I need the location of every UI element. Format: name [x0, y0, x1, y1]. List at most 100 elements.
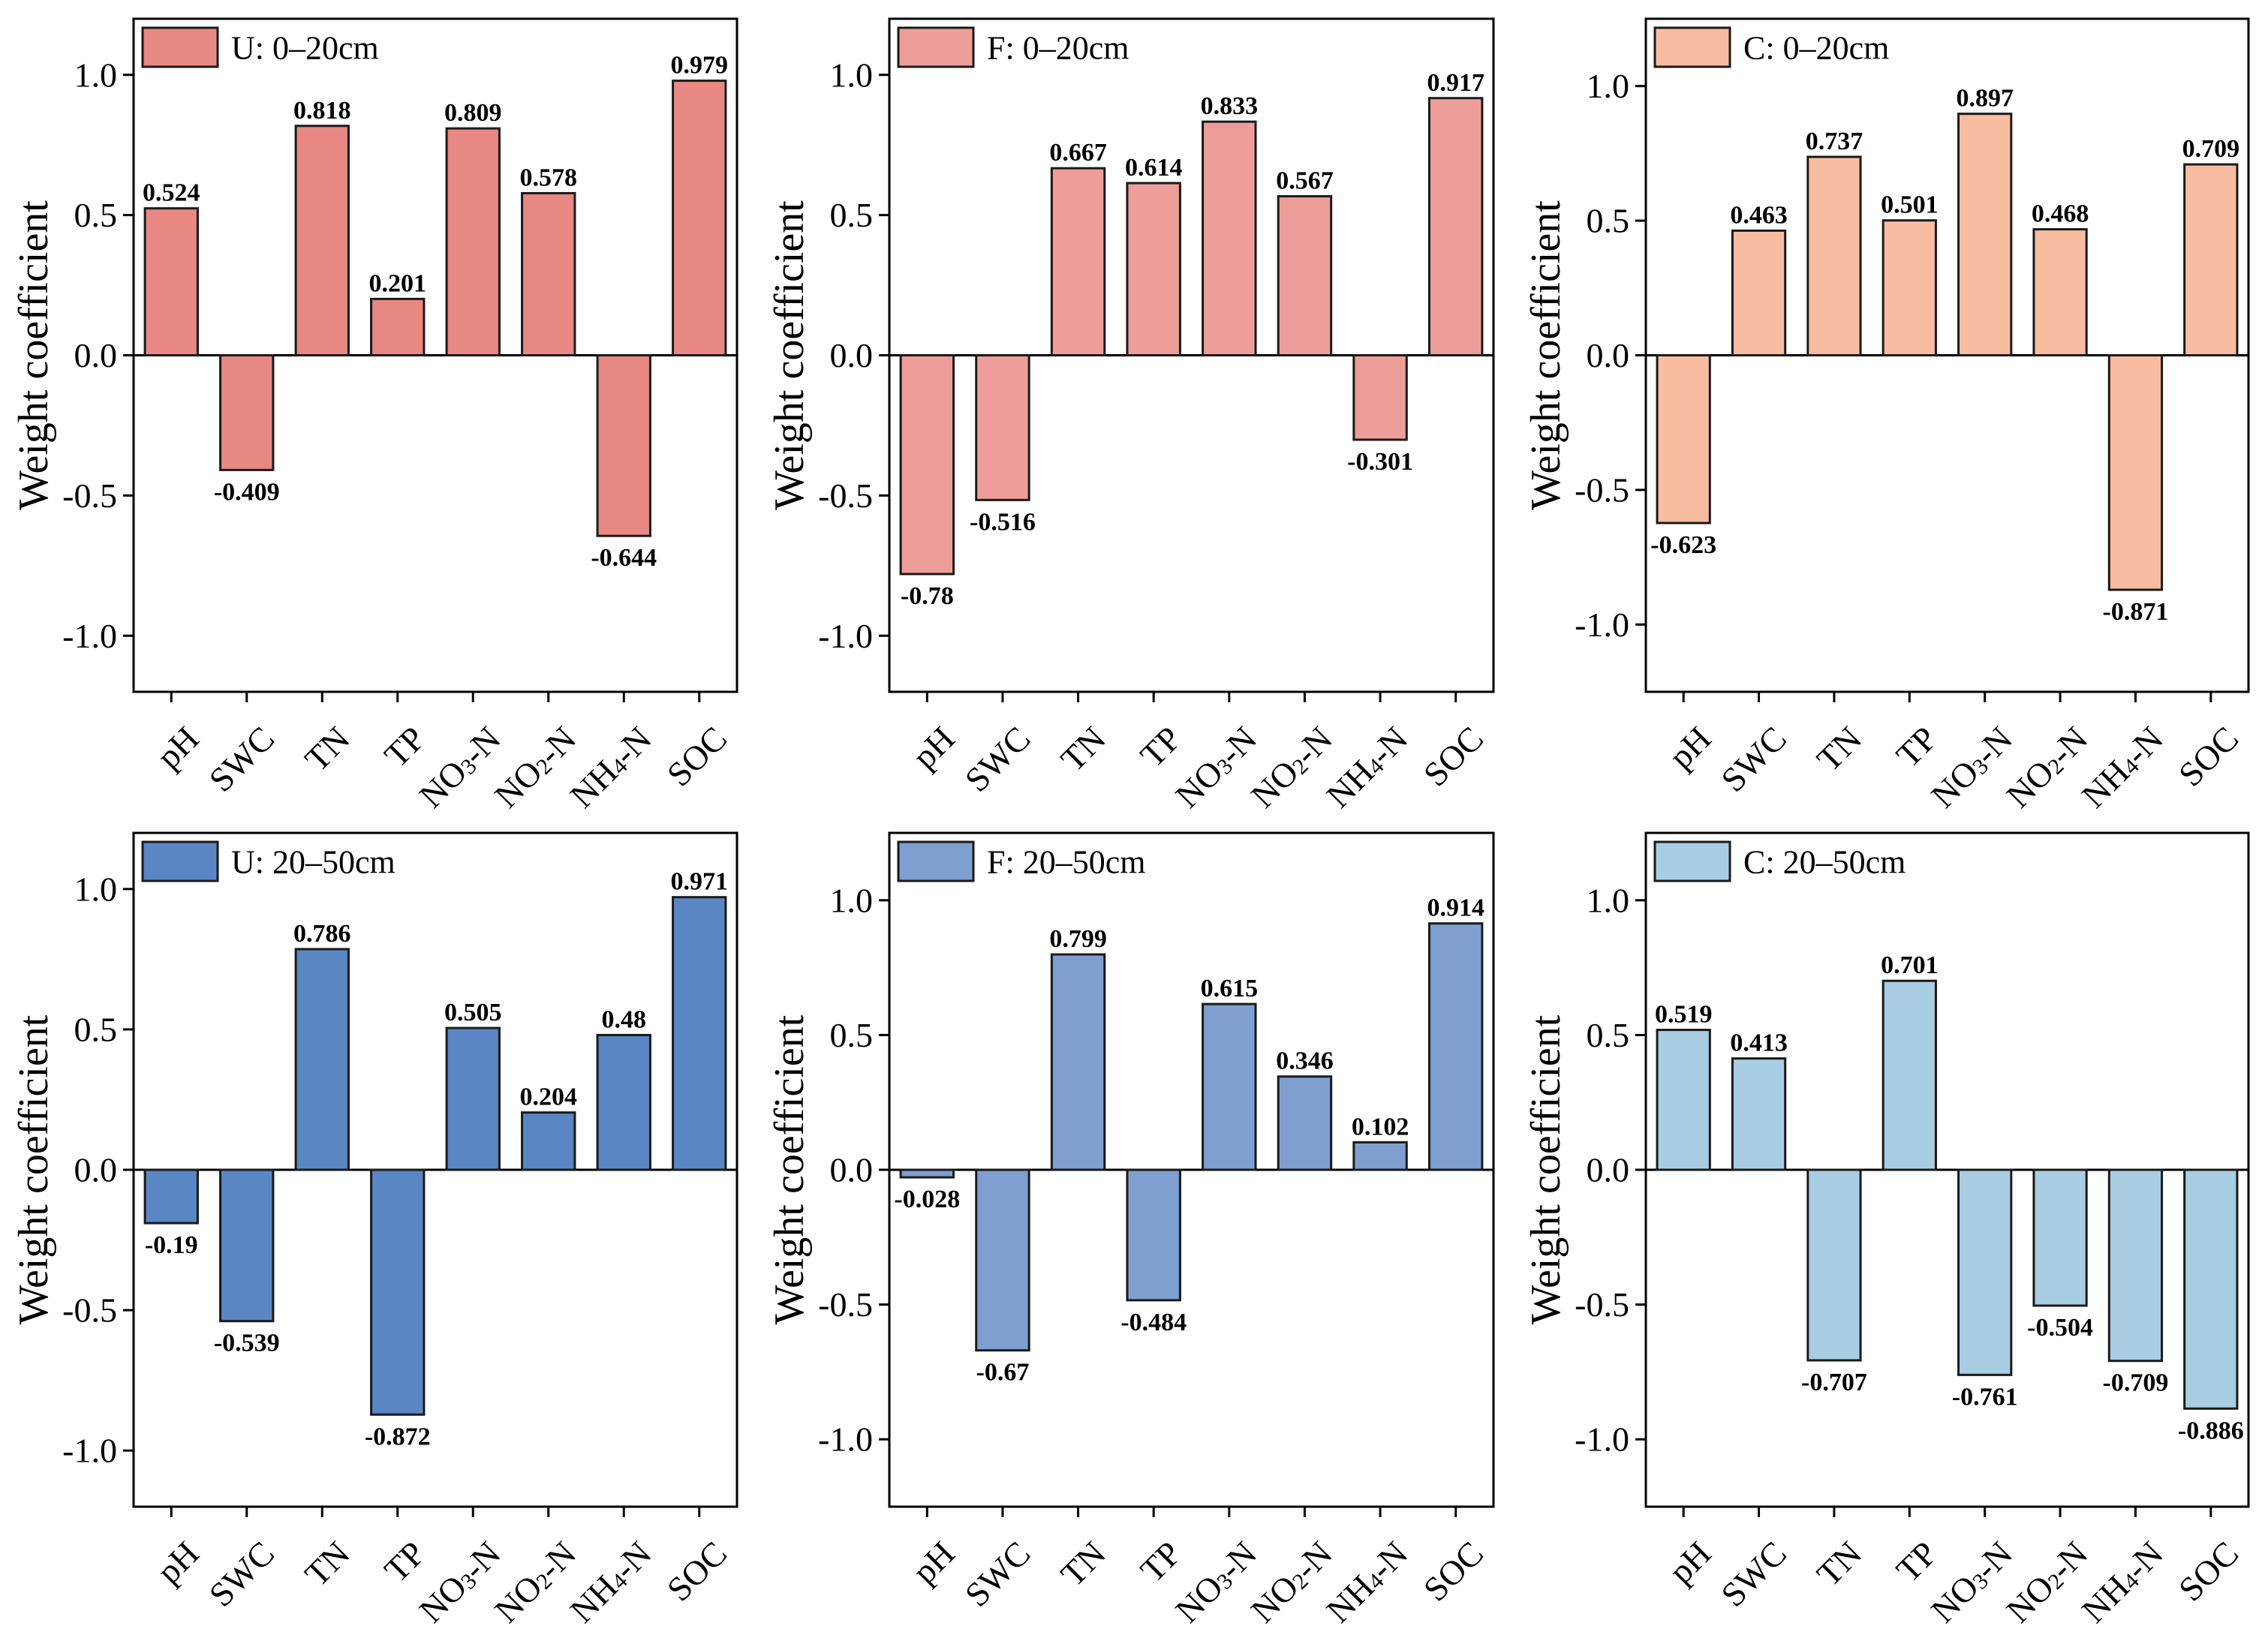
bar-value-label: 0.463 — [1730, 201, 1788, 229]
y-tick-label: 0.0 — [74, 336, 118, 374]
bar — [143, 1168, 199, 1225]
bar — [1202, 120, 1257, 356]
bar-value-label: 0.786 — [293, 920, 351, 948]
bar — [1427, 922, 1484, 1171]
y-tick-label: 0.0 — [1587, 336, 1630, 374]
bar — [219, 354, 275, 471]
y-axis-title: Weight coefficient — [11, 200, 57, 510]
bar-value-label: 0.201 — [369, 269, 427, 297]
x-category-label: SOC — [2171, 719, 2245, 793]
plot-frame — [1644, 831, 2250, 1508]
y-tick-label: 1.0 — [1587, 67, 1630, 105]
x-category-label: NH4-N — [563, 1534, 659, 1630]
x-category-label: SOC — [660, 719, 734, 793]
y-tick-label: -1.0 — [1575, 606, 1629, 644]
bar — [294, 948, 350, 1171]
bar-value-label: 0.809 — [444, 99, 502, 127]
bar-value-label: 0.701 — [1881, 951, 1939, 979]
bar-value-label: 0.567 — [1276, 167, 1334, 195]
x-category-label: TP — [1132, 1534, 1188, 1589]
x-category-label: NO3-N — [1924, 719, 2020, 815]
x-category-label: TN — [297, 719, 356, 778]
plot-frame — [1644, 17, 2250, 693]
plot-frame — [888, 17, 1495, 693]
x-category-label: SWC — [201, 719, 281, 799]
bar-value-label: -0.623 — [1650, 531, 1716, 559]
chart-panel-2: Weight coefficient 1.0 0.5 0.0 -0.5 -1.0 -0.78… — [766, 17, 1495, 815]
y-tick-label: -1.0 — [62, 1432, 117, 1470]
x-category-label: NO3-N — [412, 719, 508, 815]
bar — [1050, 167, 1106, 356]
x-category-label: TP — [1889, 719, 1945, 774]
x-category-label: SOC — [1416, 719, 1490, 793]
y-tick-label: 0.5 — [1587, 202, 1630, 240]
y-tick-label: 0.5 — [830, 1016, 874, 1054]
bar — [1957, 113, 2013, 356]
bar-value-label: 0.578 — [520, 164, 578, 191]
y-tick-label: 0.0 — [830, 1151, 874, 1189]
bar — [1050, 953, 1106, 1171]
bar — [2183, 163, 2239, 356]
bar — [1656, 354, 1711, 524]
x-category-label: SWC — [1713, 719, 1794, 799]
bar — [1881, 979, 1937, 1171]
y-tick-label: 0.5 — [74, 1010, 118, 1048]
y-tick-label: 1.0 — [74, 870, 118, 908]
bar-value-label: -0.19 — [145, 1231, 198, 1259]
y-tick-label: 1.0 — [830, 56, 874, 94]
bar — [1656, 1029, 1711, 1171]
x-category-label: TN — [297, 1534, 356, 1593]
bar — [1957, 1168, 2013, 1376]
bar-value-label: 0.799 — [1049, 925, 1107, 953]
x-category-label: NO3-N — [1168, 719, 1264, 815]
bar-value-label: 0.917 — [1427, 69, 1484, 97]
x-category-label: SWC — [958, 1534, 1038, 1614]
y-tick-label: -1.0 — [62, 617, 117, 655]
bar-value-label: -0.644 — [591, 544, 657, 572]
x-category-label: TN — [1809, 719, 1869, 778]
y-axis-title: Weight coefficient — [766, 200, 813, 510]
bar-value-label: -0.67 — [976, 1359, 1030, 1387]
y-tick-label: 1.0 — [1587, 881, 1630, 919]
y-tick-label: 1.0 — [830, 881, 874, 919]
bar — [1126, 182, 1181, 356]
legend-label: U: 20–50cm — [231, 844, 396, 881]
x-category-label: NO2-N — [1244, 719, 1340, 815]
bar-value-label: -0.78 — [901, 582, 954, 610]
y-tick-label: -0.5 — [1575, 470, 1629, 509]
bar — [2107, 1168, 2164, 1363]
plot-frame — [132, 831, 738, 1508]
plot-frame — [888, 831, 1495, 1508]
bar — [975, 354, 1030, 501]
bar-value-label: -0.707 — [1801, 1369, 1867, 1396]
bar-value-label: -0.872 — [365, 1423, 431, 1450]
x-category-label: TN — [1809, 1534, 1869, 1593]
x-category-label: NH4-N — [1319, 719, 1415, 815]
bar-value-label: 0.737 — [1806, 128, 1863, 155]
x-category-label: pH — [149, 1534, 206, 1591]
chart-panel-1: Weight coefficient 1.0 0.5 0.0 -0.5 -1.0 0.524… — [11, 17, 738, 815]
chart-panel-4: Weight coefficient 1.0 0.5 0.0 -0.5 -1.0 -0.19… — [11, 831, 738, 1630]
bar — [672, 896, 727, 1171]
x-category-label: pH — [905, 1534, 962, 1591]
x-category-label: TN — [1053, 1534, 1112, 1593]
chart-panel-3: Weight coefficient 1.0 0.5 0.0 -0.5 -1.0 -0.62… — [1523, 17, 2250, 815]
legend-label: C: 20–50cm — [1743, 844, 1906, 881]
y-axis-title: Weight coefficient — [766, 1014, 813, 1324]
bar — [1126, 1168, 1181, 1302]
x-category-label: SOC — [2171, 1534, 2245, 1608]
bar-value-label: 0.897 — [1956, 85, 2014, 113]
bar-value-label: 0.204 — [520, 1083, 578, 1111]
chart-panel-5: Weight coefficient 1.0 0.5 0.0 -0.5 -1.0 -0.02… — [766, 831, 1495, 1630]
y-tick-label: 0.0 — [1587, 1151, 1630, 1189]
bar-value-label: -0.301 — [1347, 448, 1413, 476]
bar-value-label: -0.539 — [214, 1330, 280, 1357]
bar-value-label: 0.971 — [671, 868, 729, 896]
x-category-label: NO2-N — [1999, 719, 2095, 815]
bar — [370, 297, 426, 356]
x-category-label: TP — [1889, 1534, 1945, 1589]
bar — [143, 207, 199, 356]
legend-label: C: 0–20cm — [1743, 30, 1889, 67]
x-category-label: TP — [377, 1534, 432, 1589]
x-category-label: NH4-N — [1319, 1534, 1415, 1630]
